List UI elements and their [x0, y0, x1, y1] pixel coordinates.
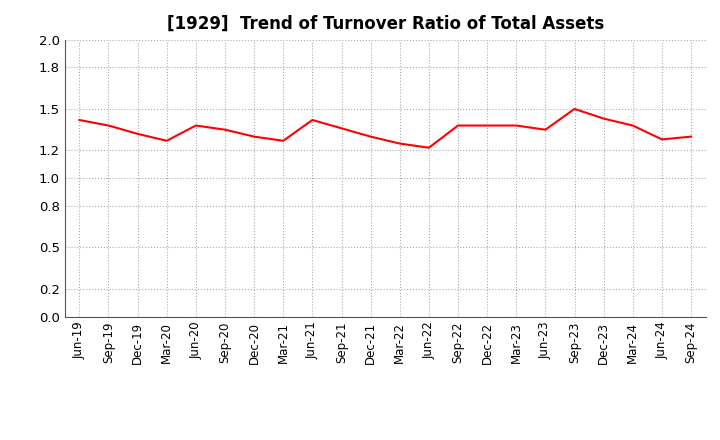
Title: [1929]  Trend of Turnover Ratio of Total Assets: [1929] Trend of Turnover Ratio of Total … [166, 15, 604, 33]
